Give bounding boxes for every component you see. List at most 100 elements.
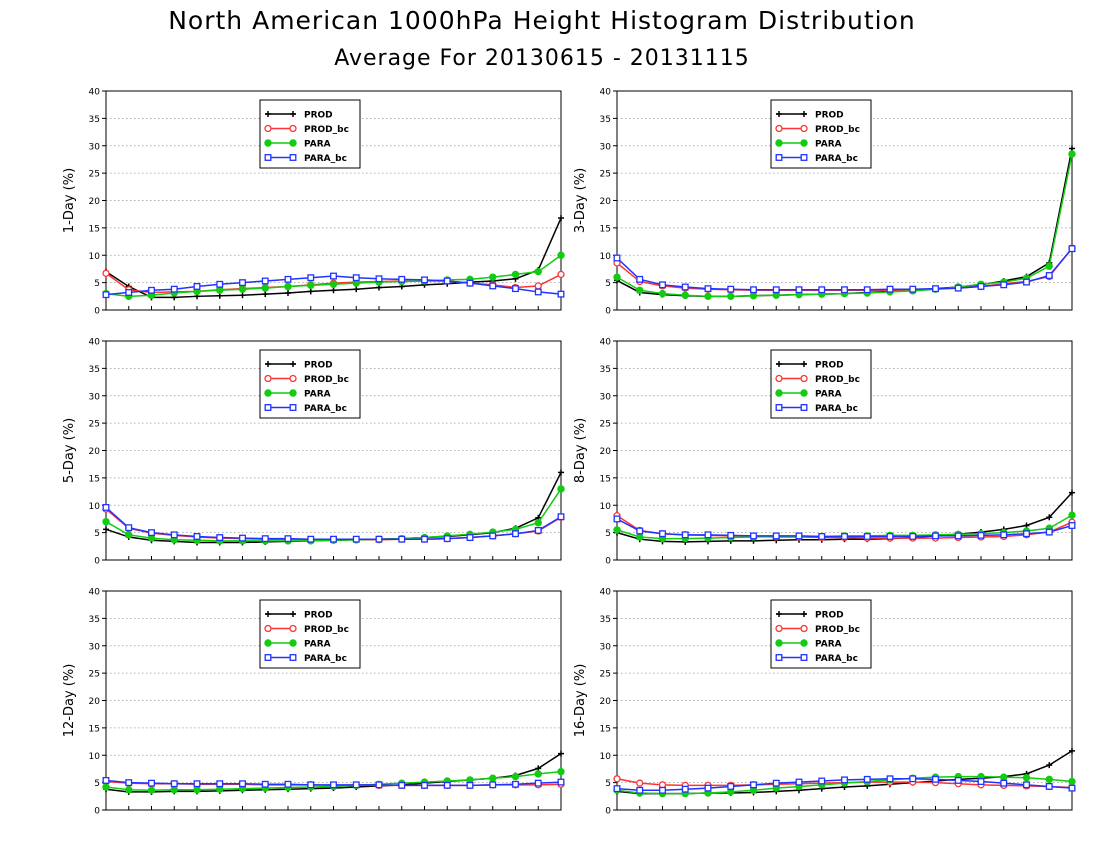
data-point [193,786,201,794]
data-point [1023,530,1030,538]
data-point [795,286,803,294]
data-point [239,780,246,788]
y-tick-label: 30 [600,392,612,402]
data-point [170,285,178,293]
data-point [750,286,757,294]
legend-label: PARA [815,390,842,400]
data-point [954,776,962,784]
y-tick-label: 35 [89,365,100,375]
data-point [1045,783,1053,790]
data-point [512,530,519,538]
legend-item: PROD [776,611,844,621]
y-tick-label: 0 [94,557,100,567]
legend-marker [289,404,297,411]
data-point [795,778,803,786]
data-point [511,270,520,279]
data-point [102,269,110,277]
y-tick-label: 10 [600,502,612,512]
y-tick-label: 15 [600,724,611,734]
data-point [261,780,269,788]
data-point [307,274,315,282]
data-point [1068,511,1076,519]
legend-marker [775,124,783,133]
y-tick-label: 10 [89,752,101,762]
legend-marker [265,611,271,617]
data-point [727,292,735,301]
data-point [1000,281,1008,289]
data-point [284,780,292,788]
data-point [239,279,246,287]
data-point [681,291,689,299]
data-point [636,275,644,283]
data-point [772,779,780,787]
data-point [772,532,780,540]
data-point [285,290,291,297]
data-point [330,781,337,789]
data-point [727,783,735,790]
legend-marker [775,389,783,397]
data-point [1000,773,1008,781]
legend-item: PROD [265,111,333,121]
legend-marker [775,154,783,161]
legend-box [259,99,361,169]
data-point [216,534,224,542]
data-point [489,774,497,782]
legend-marker [775,374,783,383]
legend-marker [775,639,783,647]
y-tick-label: 15 [89,224,100,234]
data-point [421,781,428,789]
data-point [398,535,406,543]
series-line [616,148,1073,298]
y-tick-label: 15 [89,724,100,734]
legend-marker [801,111,807,117]
data-point [1000,779,1008,787]
y-tick-label: 10 [600,252,612,262]
y-tick-label: 20 [600,197,612,207]
data-point [613,254,621,262]
series-para-bc [613,775,1076,794]
data-point [238,285,247,293]
data-point [534,288,542,296]
page-subtitle: Average For 20130615 - 20131115 [334,46,750,71]
data-point [443,535,451,543]
legend: PROD PROD_bc PARA PARA_bc [259,349,361,419]
legend-item: PARA_bc [775,654,858,664]
data-point [239,292,246,299]
data-point [954,532,962,540]
y-tick-label: 35 [600,365,611,375]
legend-item: PROD [776,111,844,121]
legend-item: PROD_bc [264,124,349,135]
y-tick-label: 20 [89,197,101,207]
data-point [932,775,939,783]
legend-marker [290,361,296,367]
y-tick-label: 5 [605,279,611,289]
data-point [466,279,474,287]
legend-label: PROD [304,361,333,371]
data-point [636,286,644,294]
legend-label: PARA [304,390,331,400]
data-point [772,286,780,294]
y-tick-label: 10 [89,252,101,262]
legend-label: PROD_bc [815,625,860,635]
data-point [170,780,178,788]
data-point [704,531,712,539]
chart-panel-3: 0 5 10 15 20 25 30 35 40 5-Day (%) PROD PROD_bc PARA… [62,338,565,567]
y-tick-label: 5 [94,529,100,539]
data-point [466,781,474,789]
legend-box [770,99,872,169]
legend-label: PARA_bc [304,654,347,664]
y-tick-label: 40 [600,588,612,598]
data-point [681,283,689,291]
legend-marker [265,111,271,117]
legend-item: PARA_bc [264,654,347,664]
data-point [329,280,338,288]
data-point [534,282,542,290]
data-point [613,775,621,783]
legend-marker [264,374,272,383]
data-point [954,284,962,292]
data-point [352,781,360,789]
legend-label: PARA_bc [815,654,858,664]
data-point [932,532,939,540]
data-point [1045,775,1053,784]
legend-marker [775,404,783,411]
